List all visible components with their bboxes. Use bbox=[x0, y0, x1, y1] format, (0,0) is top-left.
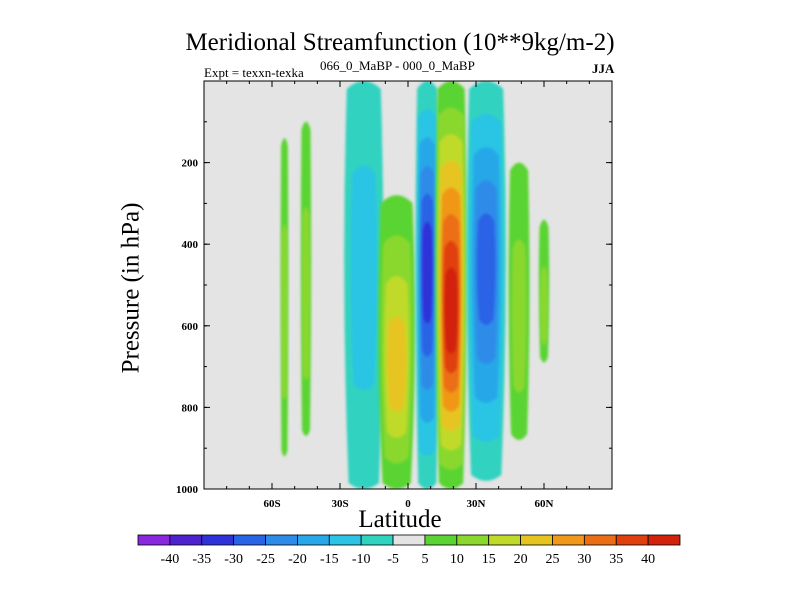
contour-feature-3 bbox=[344, 81, 384, 489]
colorbar-box bbox=[392, 534, 426, 546]
x-tick-label: 30N bbox=[467, 498, 486, 510]
colorbar-box bbox=[265, 534, 298, 546]
contour-fill bbox=[540, 266, 548, 346]
contour-feature-6 bbox=[435, 81, 467, 489]
contour-feature-5 bbox=[415, 81, 440, 489]
season-label: JJA bbox=[592, 61, 615, 76]
colorbar-label: -5 bbox=[387, 552, 399, 567]
colorbar-label: -20 bbox=[288, 552, 307, 567]
colorbar-label: 15 bbox=[482, 552, 496, 567]
colorbar-label: 35 bbox=[609, 552, 623, 567]
colorbar-box bbox=[297, 534, 330, 546]
contour-fill bbox=[350, 165, 378, 390]
colorbar-box bbox=[583, 534, 617, 546]
contour-fill bbox=[387, 316, 407, 412]
x-axis-label: Latitude bbox=[358, 506, 442, 533]
x-tick-label: 60N bbox=[535, 498, 554, 510]
y-tick-label: 800 bbox=[182, 402, 199, 414]
contour-feature-2 bbox=[300, 121, 312, 436]
colorbar-box bbox=[647, 534, 681, 546]
contour-fill bbox=[281, 224, 288, 400]
colorbar-box bbox=[360, 534, 394, 546]
colorbar-label: -10 bbox=[352, 552, 371, 567]
contour-fill bbox=[476, 213, 496, 326]
colorbar-label: 40 bbox=[641, 552, 655, 567]
colorbar-label: -35 bbox=[192, 552, 211, 567]
y-tick-label: 200 bbox=[182, 158, 199, 170]
colorbar-label: -30 bbox=[224, 552, 243, 567]
colorbar-box bbox=[552, 534, 585, 546]
colorbar: -40 -35 -30 -25 -20 -15 -10 -5 5 10 15 20 25 30 35 40 bbox=[137, 534, 681, 567]
contour-fill bbox=[421, 221, 433, 324]
contour-feature-7 bbox=[466, 81, 506, 481]
contour-fill bbox=[302, 207, 310, 380]
chart-subtitle: 066_0_MaBP - 000_0_MaBP bbox=[320, 58, 475, 73]
colorbar-box bbox=[169, 534, 203, 546]
colorbar-label: 5 bbox=[421, 552, 428, 567]
colorbar-box bbox=[201, 534, 235, 546]
experiment-label: Expt = texxn-texka bbox=[204, 65, 304, 80]
contour-feature-1 bbox=[280, 138, 289, 457]
colorbar-label: 10 bbox=[450, 552, 464, 567]
x-tick-label: 0 bbox=[405, 498, 411, 510]
y-tick-label: 600 bbox=[182, 321, 199, 333]
colorbar-label: 30 bbox=[577, 552, 591, 567]
colorbar-box bbox=[520, 534, 553, 546]
colorbar-label: -15 bbox=[320, 552, 339, 567]
colorbar-box bbox=[137, 534, 171, 546]
colorbar-box bbox=[456, 534, 490, 546]
colorbar-box bbox=[488, 534, 521, 546]
colorbar-box bbox=[233, 534, 266, 546]
colorbar-label: 25 bbox=[545, 552, 559, 567]
contour-feature-8 bbox=[508, 162, 530, 441]
chart-title: Meridional Streamfunction (10**9kg/m-2) bbox=[185, 29, 615, 56]
colorbar-label: 20 bbox=[514, 552, 528, 567]
contour-feature-9 bbox=[538, 219, 550, 363]
y-tick-label: 1000 bbox=[176, 484, 199, 496]
y-tick-label: 400 bbox=[182, 239, 199, 251]
x-tick-label: 60S bbox=[263, 498, 280, 510]
colorbar-box bbox=[424, 534, 458, 546]
colorbar-label: -25 bbox=[256, 552, 275, 567]
colorbar-box bbox=[328, 534, 362, 546]
contour-fill bbox=[444, 267, 458, 355]
x-tick-label: 30S bbox=[331, 498, 348, 510]
contour-feature-4 bbox=[378, 195, 416, 489]
colorbar-label: -40 bbox=[161, 552, 180, 567]
contour-fill bbox=[511, 239, 527, 393]
colorbar-box bbox=[615, 534, 649, 546]
